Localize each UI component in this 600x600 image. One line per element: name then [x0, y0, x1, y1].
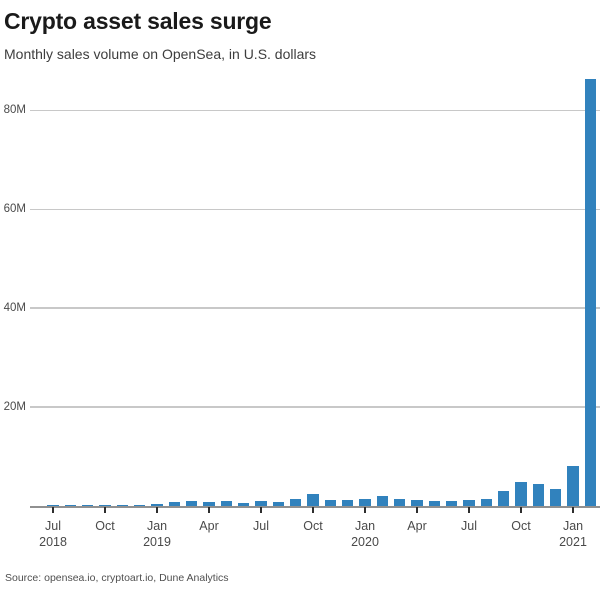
x-axis-line [30, 506, 600, 508]
x-tick-mark [416, 507, 418, 513]
x-tick-mark [208, 507, 210, 513]
bar [203, 501, 215, 506]
bar [220, 501, 233, 506]
bar [359, 498, 371, 506]
chart-title: Crypto asset sales surge [4, 8, 272, 34]
x-tick-year-label: 2018 [39, 535, 67, 549]
x-tick-mark [260, 507, 262, 513]
bar [480, 499, 493, 506]
bar [168, 502, 181, 506]
x-tick-mark [156, 507, 158, 513]
bar [532, 484, 545, 506]
x-tick-label: Oct [303, 519, 323, 533]
x-tick-mark [312, 507, 314, 513]
bar [116, 505, 129, 506]
x-tick-mark [104, 507, 106, 513]
bar [272, 502, 285, 506]
x-tick-mark [572, 507, 574, 513]
y-tick-label: 20M [3, 400, 26, 413]
x-tick-label: Apr [407, 519, 427, 533]
bar [237, 502, 250, 506]
y-tick-label: 80M [3, 103, 26, 116]
bar [567, 466, 579, 506]
bar [549, 489, 562, 506]
bar [393, 499, 406, 506]
bar [307, 494, 319, 506]
x-tick-label: Jan [354, 519, 376, 533]
bar [255, 501, 267, 506]
x-tick-label: Jan [562, 519, 584, 533]
x-tick-mark [468, 507, 470, 513]
y-tick-label: 40M [3, 301, 26, 314]
x-tick-mark [520, 507, 522, 513]
x-tick-label: Oct [95, 519, 115, 533]
x-tick-label: Jul [461, 519, 477, 533]
x-tick-label: Oct [511, 519, 531, 533]
bar [515, 482, 527, 506]
gridline [30, 208, 600, 211]
bar [445, 501, 458, 506]
source-note: Source: opensea.io, cryptoart.io, Dune A… [5, 572, 229, 584]
gridline [30, 406, 600, 408]
x-tick-label: Jul [253, 519, 269, 533]
bar [463, 500, 475, 506]
x-tick-label: Apr [199, 519, 219, 533]
x-tick-year-label: 2020 [351, 535, 379, 549]
bar [497, 491, 510, 506]
bar [324, 500, 337, 506]
x-tick-year-label: 2019 [143, 535, 171, 549]
bar [376, 496, 389, 506]
chart-subtitle: Monthly sales volume on OpenSea, in U.S.… [4, 46, 317, 62]
bar [289, 499, 302, 506]
bar [341, 500, 354, 506]
gridline [30, 307, 600, 309]
bar [64, 504, 77, 506]
bar [151, 504, 163, 506]
bar [428, 500, 441, 506]
x-tick-year-label: 2021 [559, 535, 587, 549]
bar [411, 500, 423, 506]
x-tick-label: Jan [146, 519, 168, 533]
y-tick-label: 60M [3, 202, 26, 215]
bar [185, 501, 198, 506]
bar [99, 505, 111, 506]
bar [47, 505, 59, 506]
bar [81, 505, 94, 506]
bar [133, 504, 146, 506]
x-tick-mark [364, 507, 366, 513]
x-tick-label: Jul [45, 519, 62, 533]
bar [584, 79, 597, 506]
x-tick-mark [52, 507, 54, 513]
gridline [30, 109, 600, 112]
